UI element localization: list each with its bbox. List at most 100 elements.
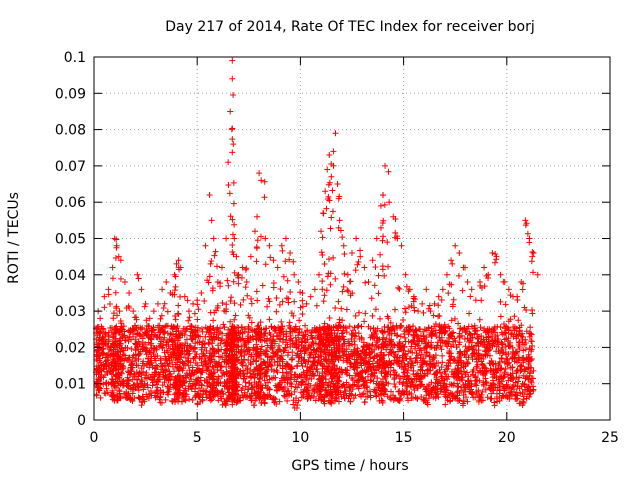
data-point (229, 125, 236, 132)
data-point (120, 363, 127, 370)
data-point (160, 342, 167, 349)
data-point (263, 338, 270, 345)
data-point (209, 325, 216, 332)
data-point (497, 298, 504, 305)
data-point (356, 309, 363, 316)
data-point (171, 349, 178, 356)
data-point (113, 236, 120, 243)
data-point (113, 391, 120, 398)
data-point (448, 317, 455, 324)
data-point (164, 371, 171, 378)
data-point (191, 344, 198, 351)
data-point (401, 343, 408, 350)
data-point (186, 378, 193, 385)
data-point (242, 341, 249, 348)
data-point (329, 187, 336, 194)
data-point (156, 334, 163, 341)
data-point (122, 337, 129, 344)
data-point (142, 300, 149, 307)
data-point (181, 293, 188, 300)
data-point (477, 324, 484, 331)
data-point (260, 395, 267, 402)
data-point (439, 352, 446, 359)
data-point (245, 325, 252, 332)
data-point (402, 271, 409, 278)
data-point (182, 397, 189, 404)
data-point (242, 266, 249, 273)
data-point (118, 370, 125, 377)
data-point (211, 336, 218, 343)
data-point (352, 267, 359, 274)
data-point (379, 237, 386, 244)
data-point (529, 253, 536, 260)
data-point (271, 340, 278, 347)
data-point (231, 269, 238, 276)
data-point (100, 381, 107, 388)
data-point (177, 264, 184, 271)
data-point (248, 300, 255, 307)
data-point (182, 340, 189, 347)
data-point (377, 251, 384, 258)
data-point (126, 305, 133, 312)
data-point (183, 391, 190, 398)
data-point (178, 353, 185, 360)
data-point (206, 273, 213, 280)
data-point (105, 329, 112, 336)
data-point (491, 259, 498, 266)
data-point (211, 391, 218, 398)
data-point (203, 347, 210, 354)
data-point (168, 323, 175, 330)
y-tick-label: 0.04 (55, 268, 86, 284)
data-point (256, 375, 263, 382)
data-point (312, 381, 319, 388)
data-point (226, 190, 233, 197)
data-point (258, 331, 265, 338)
data-point (289, 349, 296, 356)
data-point (169, 359, 176, 366)
data-point (194, 324, 201, 331)
data-point (445, 290, 452, 297)
data-point (332, 275, 339, 282)
data-point (276, 301, 283, 308)
data-point (269, 344, 276, 351)
data-point (154, 300, 161, 307)
data-point (175, 311, 182, 318)
data-point (229, 241, 236, 248)
data-point (278, 318, 285, 325)
data-point (247, 361, 254, 368)
data-point (165, 384, 172, 391)
data-point (141, 382, 148, 389)
data-point (384, 239, 391, 246)
data-point (322, 188, 329, 195)
data-point (199, 396, 206, 403)
data-point (116, 387, 123, 394)
data-point (219, 300, 226, 307)
data-point (230, 141, 237, 148)
data-point (188, 326, 195, 333)
data-point (218, 264, 225, 271)
data-point (209, 373, 216, 380)
data-point (139, 335, 146, 342)
data-point (287, 289, 294, 296)
data-point (183, 347, 190, 354)
data-point (248, 295, 255, 302)
data-point (519, 286, 526, 293)
data-point (184, 297, 191, 304)
data-point (223, 363, 230, 370)
data-point (398, 242, 405, 249)
data-point (103, 385, 110, 392)
data-point (264, 348, 271, 355)
data-point (156, 333, 163, 340)
data-point (212, 392, 219, 399)
data-point (202, 361, 209, 368)
data-point (386, 199, 393, 206)
data-point (501, 279, 508, 286)
data-point (435, 293, 442, 300)
data-point (161, 300, 168, 307)
data-point (352, 312, 359, 319)
data-point (111, 235, 118, 242)
data-point (154, 353, 161, 360)
data-point (210, 353, 217, 360)
data-point (120, 347, 127, 354)
